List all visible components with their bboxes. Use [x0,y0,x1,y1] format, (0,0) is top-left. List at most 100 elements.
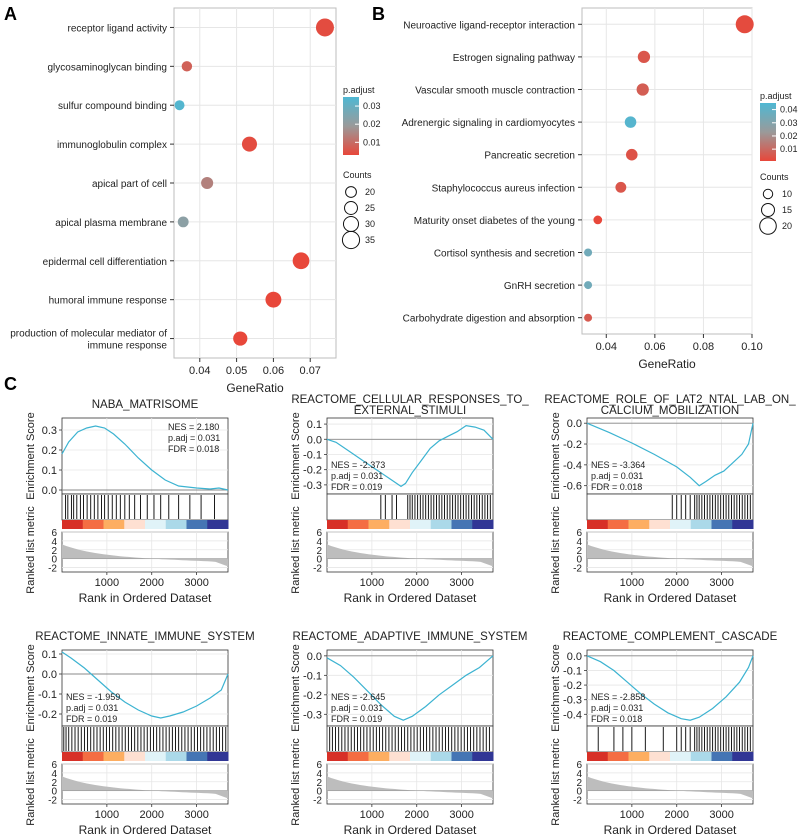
gsea-plot: REACTOME_CELLULAR_RESPONSES_TO_EXTERNAL_… [290,394,529,605]
size-legend-label: 35 [365,235,375,245]
rank-color-segment [430,520,452,529]
size-legend-circle [762,188,774,200]
es-axis-label: Enrichment Score [290,412,302,499]
x-tick-label: 1000 [360,577,384,589]
x-tick-label: 2000 [139,809,163,821]
metric-y-tick-label: 6 [576,760,582,771]
x-tick-label: 0.04 [596,341,617,353]
rank-color-segment [628,520,650,529]
rank-color-segment [368,520,390,529]
es-y-tick-label: -0.3 [303,480,322,492]
data-point [593,215,603,225]
x-tick-label: 3000 [449,577,473,589]
y-tick-label: immunoglobulin complex [57,140,167,151]
rank-color-segment [62,520,84,529]
enrichment-curve [326,655,494,721]
metric-y-tick-label: -2 [573,564,582,575]
y-tick-label: apical plasma membrane [55,218,167,229]
dotplot-panel-a: A 0.04 0.05 0.06 0.07 GeneRatio receptor ligan… [4,4,381,395]
color-legend-label: 0.03 [363,101,381,111]
es-y-tick-label: -0.2 [563,439,582,451]
gsea-plot: REACTOME_ADAPTIVE_IMMUNE_SYSTEM 0.0 -0.1 -0… [290,631,527,837]
es-y-tick-label: 0.0 [567,418,582,430]
rank-color-segment [607,752,629,761]
es-axis-label: Enrichment Score [25,412,37,499]
x-tick-label: 1000 [95,809,119,821]
metric-y-tick-label: -2 [313,564,322,575]
rank-color-segment [103,752,125,761]
size-legend-circle [344,201,358,215]
x-tick-label: 0.06 [263,365,284,377]
es-y-tick-label: 0.1 [42,649,57,661]
x-tick-label: 3000 [184,577,208,589]
stat-padj: p.adj = 0.031 [168,433,220,443]
stat-nes: NES = -2.373 [331,460,385,470]
y-tick-label: Staphylococcus aureus infection [432,183,575,194]
es-y-tick-label: 0.0 [42,485,57,497]
y-tick-label: Vascular smooth muscle contraction [415,86,575,97]
rank-color-segment [124,752,146,761]
es-y-tick-label: -0.1 [303,449,322,461]
stat-padj: p.adj = 0.031 [591,471,643,481]
size-legend-label: 20 [365,187,375,197]
color-legend-label: 0.02 [780,131,798,141]
es-frame [326,417,494,495]
y-tick-label: sulfur compound binding [58,101,167,112]
metric-y-tick-label: 2 [51,546,57,557]
stat-padj: p.adj = 0.031 [331,703,383,713]
rank-color-segment [165,520,187,529]
gsea-title: EXTERNAL_STIMULI [354,405,466,417]
es-y-tick-label: 0.0 [42,669,57,681]
data-point [241,136,258,152]
metric-area [62,776,228,799]
es-y-tick-label: 0.3 [42,425,57,437]
stat-nes: NES = 2.180 [168,422,219,432]
y-tick-label: epidermal cell differentiation [43,257,167,268]
size-legend-circle [759,217,777,235]
rank-color-segment [103,520,125,529]
es-y-tick-label: 0.1 [307,419,322,431]
rank-color-segment [410,520,432,529]
metric-y-tick-label: 4 [51,537,57,548]
size-legend-label: 20 [782,221,792,231]
es-y-tick-label: -0.2 [303,690,322,702]
x-axis-label: Rank in Ordered Dataset [79,823,212,837]
y-tick-label: Pancreatic secretion [484,151,575,162]
rank-color-segment [410,752,432,761]
es-y-tick-label: -0.4 [563,709,582,721]
metric-frame [61,763,229,805]
rank-color-segment [347,752,369,761]
y-tick-label: Adrenergic signaling in cardiomyocytes [402,118,575,129]
y-tick-label: Cortisol synthesis and secretion [434,249,575,260]
size-legend-title: Counts [343,170,372,180]
size-legend-label: 25 [365,203,375,213]
size-legend-circle [341,230,361,250]
rank-color-segment [327,752,349,761]
x-axis-label: Rank in Ordered Dataset [604,823,737,837]
y-tick-label: production of molecular mediator of [10,329,167,340]
metric-y-tick-label: 2 [316,546,322,557]
es-y-tick-label: -0.1 [38,689,57,701]
metric-y-tick-label: 4 [576,769,582,780]
size-legend-circle [761,203,775,217]
size-legend-circle [345,186,357,198]
rank-color-segment [607,520,629,529]
y-tick-label: GnRH secretion [504,281,575,292]
x-tick-label: 0.10 [741,341,762,353]
es-y-tick-label: 0.0 [567,651,582,663]
gsea-title: NABA_MATRISOME [92,399,199,411]
es-frame [61,417,229,495]
x-axis-label: GeneRatio [226,381,284,395]
x-tick-label: 2000 [404,577,428,589]
rank-color-segment [472,520,494,529]
stat-nes: NES = -3.364 [591,460,645,470]
rank-color-segment [732,752,754,761]
data-point [735,15,754,34]
y-tick-label: apical part of cell [92,179,167,190]
data-point [292,252,310,270]
es-y-tick-label: -0.1 [303,670,322,682]
es-y-tick-label: 0.2 [42,445,57,457]
metric-area [62,544,228,567]
metric-y-tick-label: 6 [51,760,57,771]
rank-color-segment [587,520,609,529]
